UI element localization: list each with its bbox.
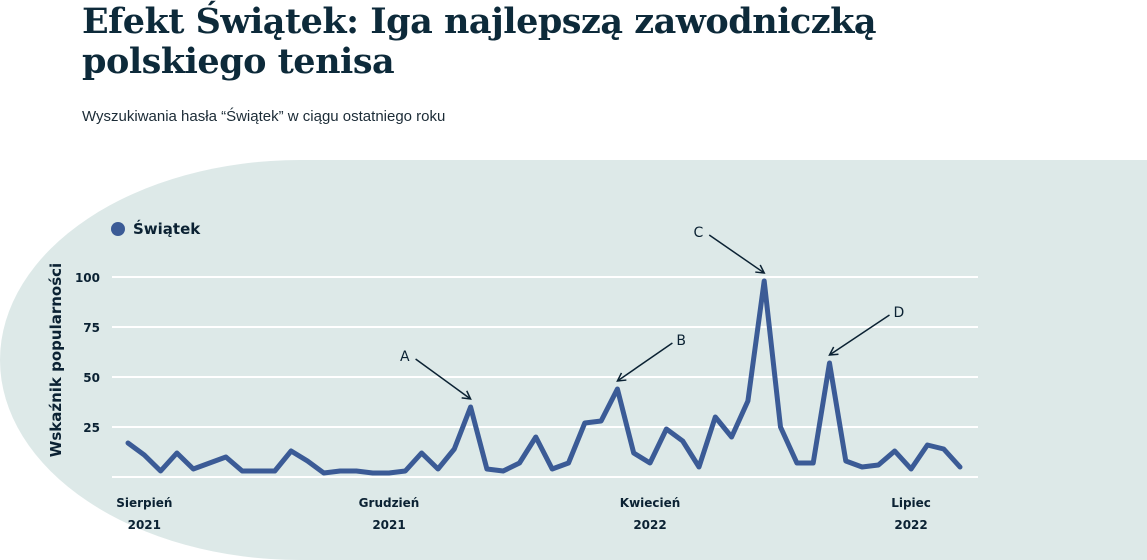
x-tick-year: 2021	[372, 518, 405, 532]
legend-marker	[111, 222, 125, 236]
annotation-arrow	[415, 358, 472, 400]
annotation-b: B	[616, 333, 686, 382]
legend-label: Świątek	[133, 219, 201, 238]
chart-panel	[0, 160, 1147, 560]
x-tick-month: Sierpień	[116, 496, 172, 510]
x-tick-month: Grudzień	[359, 496, 420, 510]
arrowhead-icon	[616, 372, 627, 382]
arrowhead-icon	[461, 390, 472, 400]
annotation-label: B	[676, 333, 686, 349]
x-tick-month: Kwiecień	[620, 496, 681, 510]
x-tick-year: 2022	[633, 518, 666, 532]
y-axis-label: Wskaźnik popularności	[47, 263, 65, 457]
x-tick-year: 2022	[894, 518, 927, 532]
arrowhead-icon	[828, 346, 839, 356]
y-tick-label: 50	[83, 371, 100, 385]
subtitle: Wyszukiwania hasła “Świątek” w ciągu ost…	[82, 108, 446, 125]
page-title: Efekt Świątek: Iga najlepszą zawodniczką…	[82, 1, 877, 82]
arrowhead-icon	[755, 264, 766, 274]
annotation-label: A	[400, 349, 410, 365]
annotation-d: D	[828, 305, 904, 356]
annotation-arrow	[708, 234, 765, 274]
annotation-c: C	[693, 225, 766, 274]
y-tick-label: 100	[75, 271, 100, 285]
series-line-swiatek	[125, 278, 963, 476]
annotation-label: D	[893, 305, 904, 321]
annotation-arrow	[616, 342, 673, 382]
x-tick-month: Lipiec	[891, 496, 931, 510]
x-tick-year: 2021	[128, 518, 161, 532]
y-tick-label: 25	[83, 421, 100, 435]
annotation-arrow	[829, 314, 890, 356]
annotation-label: C	[693, 225, 703, 241]
annotation-a: A	[400, 349, 472, 400]
y-tick-label: 75	[83, 321, 100, 335]
